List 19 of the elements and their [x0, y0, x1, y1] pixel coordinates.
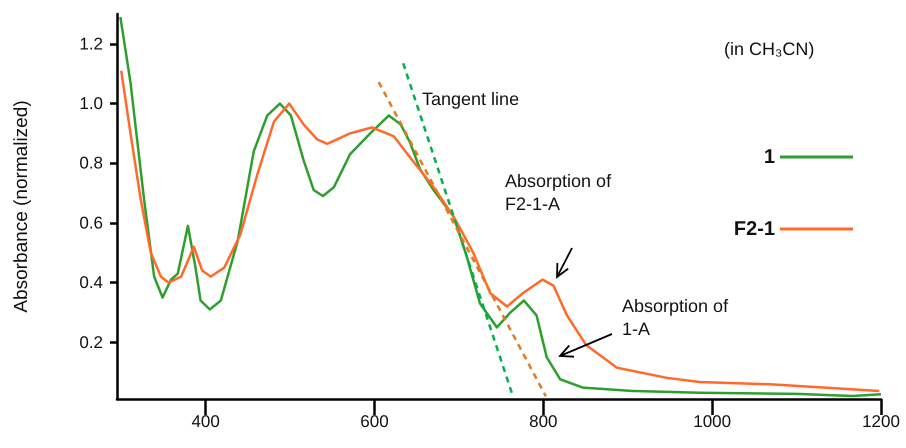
y-tick-label: 0.4	[79, 273, 103, 292]
annotation: Absorption of 1-A	[622, 295, 728, 340]
x-tick-label: 400	[191, 412, 220, 431]
y-tick-label: 1.2	[79, 34, 103, 54]
annotation: Tangent line	[422, 88, 520, 110]
y-tick-label: 1.0	[79, 94, 103, 114]
x-tick-label: 800	[529, 412, 558, 431]
legend-label: F2-1	[734, 218, 775, 240]
legend-label: 1	[764, 146, 775, 168]
annotation: (in CH₃CN)	[724, 38, 814, 60]
y-tick-label: 0.8	[79, 154, 103, 173]
y-tick-label: 0.6	[79, 213, 103, 232]
line-series	[120, 69, 881, 392]
y-tick-label: 0.2	[79, 332, 103, 352]
x-tick-label: 1000	[693, 412, 732, 431]
x-tick-label: 1200	[862, 412, 900, 431]
y-axis-title: Absorbance (normalized)	[11, 100, 32, 313]
annotation: Absorption of F2-1-A	[505, 170, 612, 215]
x-tick-label: 600	[360, 412, 389, 431]
